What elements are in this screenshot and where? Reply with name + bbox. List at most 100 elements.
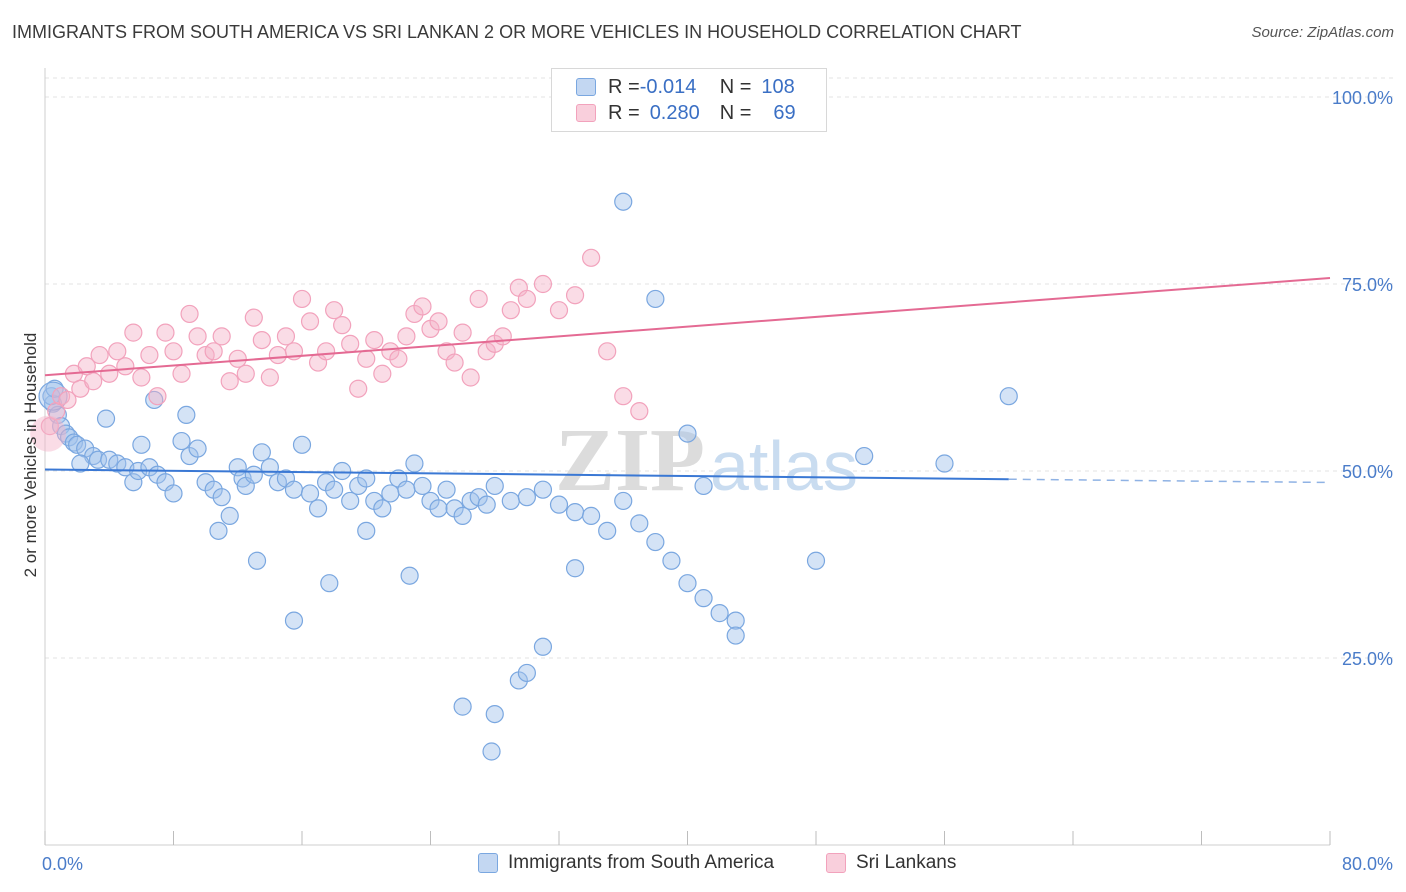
data-point: [365, 331, 384, 350]
r-value: 0.280: [649, 101, 700, 124]
data-point: [437, 480, 456, 499]
data-point: [100, 364, 119, 383]
data-point: [209, 521, 228, 540]
data-point: [180, 304, 199, 324]
data-point: [292, 289, 312, 309]
data-point: [533, 480, 553, 499]
data-point: [549, 301, 569, 320]
data-point: [204, 342, 223, 361]
data-point: [405, 454, 424, 473]
data-point: [517, 289, 536, 309]
data-point: [124, 473, 143, 492]
data-point: [357, 469, 376, 488]
data-point: [90, 345, 109, 365]
stats-legend: R = -0.014 N = 108 R = 0.280 N = 69: [551, 68, 827, 132]
data-point: [397, 480, 416, 499]
data-point: [565, 286, 585, 305]
data-point: [565, 503, 585, 522]
data-point: [188, 439, 207, 458]
data-point: [381, 484, 400, 503]
data-point: [333, 461, 352, 481]
data-point: [413, 476, 432, 496]
data-point: [30, 415, 67, 452]
data-point: [247, 551, 267, 570]
data-point: [164, 342, 183, 361]
data-point: [308, 499, 328, 518]
data-point: [517, 488, 536, 507]
y-tick-label: 75.0%: [1342, 275, 1393, 295]
data-point: [630, 514, 649, 533]
data-point: [252, 331, 271, 350]
data-point: [397, 327, 416, 346]
data-point: [501, 301, 520, 320]
data-point: [678, 574, 697, 593]
series-sri-lankans: [30, 248, 649, 452]
data-point: [284, 480, 304, 499]
data-point: [132, 435, 151, 454]
data-point: [429, 499, 448, 518]
data-point: [349, 379, 368, 398]
data-point: [212, 327, 231, 346]
y-tick-label: 25.0%: [1342, 649, 1393, 669]
data-point: [678, 424, 697, 443]
swatch-sri-lankans: [576, 104, 596, 122]
trend-line-south-america-dashed: [1008, 478, 1331, 484]
data-point: [58, 390, 77, 410]
data-point: [373, 364, 392, 383]
data-point: [662, 551, 681, 570]
data-point: [501, 491, 520, 511]
data-point: [357, 349, 376, 368]
data-point: [630, 402, 649, 421]
y-tick-label: 100.0%: [1332, 88, 1393, 108]
data-point: [228, 349, 247, 368]
swatch-south-america: [576, 78, 596, 96]
n-label: N =: [719, 75, 752, 98]
data-point: [999, 387, 1018, 406]
data-point: [646, 532, 665, 552]
data-point: [614, 491, 633, 511]
source-note: Source: ZipAtlas.com: [1251, 24, 1394, 41]
data-point: [726, 626, 745, 645]
data-point: [485, 476, 504, 496]
watermark-zip: ZIP: [555, 411, 705, 510]
data-point: [260, 458, 279, 477]
data-point: [300, 312, 320, 331]
data-point: [212, 488, 231, 507]
data-point: [598, 521, 617, 540]
legend-item-sri-lankans: Sri Lankans: [826, 852, 956, 874]
data-point: [172, 431, 191, 451]
legend-item-south-america: Immigrants from South America: [478, 852, 774, 874]
data-point: [389, 349, 408, 368]
data-point: [45, 379, 64, 398]
data-point: [453, 697, 472, 716]
data-point: [806, 551, 826, 570]
data-point: [96, 409, 116, 428]
data-point: [325, 480, 344, 499]
data-point: [341, 334, 360, 353]
n-value: 69: [773, 101, 796, 124]
data-point: [453, 506, 472, 525]
legend-swatch: [826, 853, 846, 873]
data-point: [64, 433, 84, 452]
y-axis-label: 2 or more Vehicles in Household: [21, 333, 40, 578]
data-point: [694, 589, 713, 608]
page-title: IMMIGRANTS FROM SOUTH AMERICA VS SRI LAN…: [12, 22, 1022, 42]
data-point: [445, 353, 464, 372]
data-point: [413, 297, 432, 316]
data-point: [533, 274, 553, 294]
stats-row-sri-lankans: R = 0.280 N = 69: [576, 100, 796, 126]
r-label: R =: [608, 101, 640, 124]
data-point: [77, 357, 96, 376]
data-point: [108, 342, 127, 361]
data-point: [116, 357, 135, 376]
data-point: [220, 506, 239, 525]
series-immigrants-south-america: [38, 192, 1018, 761]
data-point: [284, 611, 304, 630]
trend-line-sri-lankans: [44, 277, 1331, 377]
legend-label: Sri Lankans: [856, 852, 957, 873]
data-point: [252, 443, 271, 462]
data-point: [276, 327, 296, 346]
data-point: [148, 387, 167, 406]
r-value: -0.014: [639, 75, 697, 98]
